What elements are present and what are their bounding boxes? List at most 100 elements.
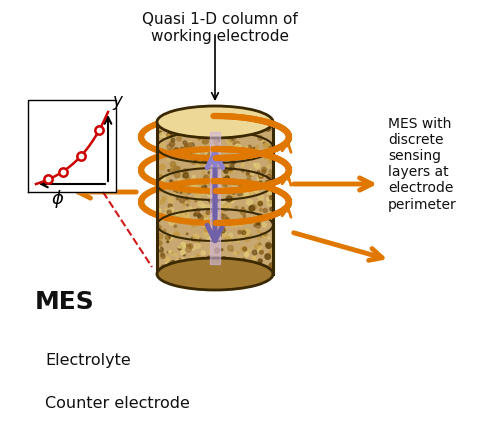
Circle shape	[221, 212, 223, 213]
Circle shape	[183, 141, 187, 144]
Circle shape	[269, 250, 273, 254]
Circle shape	[256, 185, 260, 189]
Circle shape	[180, 147, 184, 151]
Circle shape	[201, 204, 205, 208]
Circle shape	[134, 365, 149, 380]
Circle shape	[241, 169, 244, 172]
Circle shape	[174, 232, 180, 238]
Circle shape	[159, 133, 164, 137]
Circle shape	[211, 172, 215, 176]
Circle shape	[170, 260, 176, 267]
Circle shape	[182, 267, 187, 272]
Circle shape	[158, 247, 163, 252]
Circle shape	[208, 133, 211, 135]
Circle shape	[220, 234, 222, 236]
Circle shape	[234, 328, 242, 336]
Circle shape	[265, 154, 271, 159]
Circle shape	[253, 147, 254, 149]
Circle shape	[403, 257, 412, 265]
Circle shape	[178, 217, 180, 220]
Circle shape	[247, 182, 252, 188]
Circle shape	[143, 293, 162, 311]
Circle shape	[249, 190, 254, 194]
Circle shape	[266, 243, 271, 248]
Circle shape	[270, 207, 274, 211]
Circle shape	[231, 189, 236, 194]
Circle shape	[198, 128, 203, 133]
Circle shape	[188, 200, 190, 202]
Circle shape	[177, 130, 181, 135]
Circle shape	[212, 121, 217, 127]
Circle shape	[176, 186, 181, 191]
Circle shape	[184, 270, 189, 275]
Circle shape	[266, 174, 272, 179]
Polygon shape	[157, 122, 273, 274]
Circle shape	[262, 217, 263, 218]
Circle shape	[222, 233, 226, 237]
Circle shape	[166, 235, 170, 240]
Circle shape	[262, 140, 265, 143]
Circle shape	[207, 297, 223, 313]
Circle shape	[190, 143, 194, 147]
Circle shape	[219, 176, 221, 179]
Circle shape	[238, 230, 241, 234]
Circle shape	[84, 241, 96, 253]
Circle shape	[247, 200, 252, 206]
Circle shape	[197, 135, 202, 140]
Circle shape	[155, 349, 162, 356]
Circle shape	[210, 210, 213, 213]
Circle shape	[168, 174, 170, 177]
Circle shape	[192, 181, 195, 183]
Text: Quasi 1-D column of
working electrode: Quasi 1-D column of working electrode	[142, 12, 298, 44]
Circle shape	[182, 343, 186, 348]
Circle shape	[34, 357, 39, 362]
Circle shape	[183, 254, 185, 256]
Circle shape	[226, 182, 227, 184]
Circle shape	[255, 146, 259, 149]
Circle shape	[360, 246, 372, 257]
Circle shape	[256, 128, 258, 129]
Circle shape	[167, 251, 169, 253]
Circle shape	[241, 247, 247, 252]
Circle shape	[160, 338, 170, 348]
Circle shape	[213, 151, 217, 156]
Circle shape	[39, 240, 49, 250]
Circle shape	[242, 207, 244, 209]
Circle shape	[260, 243, 262, 245]
Circle shape	[241, 152, 246, 157]
Circle shape	[167, 241, 168, 243]
Circle shape	[386, 249, 396, 259]
Circle shape	[234, 148, 238, 152]
Circle shape	[226, 136, 228, 138]
Circle shape	[157, 181, 161, 185]
Circle shape	[246, 172, 252, 177]
Circle shape	[195, 240, 200, 244]
Circle shape	[189, 145, 191, 146]
Polygon shape	[0, 0, 157, 432]
Circle shape	[183, 147, 185, 149]
Circle shape	[189, 141, 192, 144]
Circle shape	[230, 259, 232, 261]
Circle shape	[269, 194, 271, 197]
Text: ϕ: ϕ	[51, 190, 63, 208]
Circle shape	[258, 223, 260, 226]
Circle shape	[258, 259, 262, 263]
Circle shape	[205, 221, 210, 226]
Circle shape	[225, 218, 229, 222]
Circle shape	[178, 246, 182, 250]
Circle shape	[174, 225, 177, 228]
Circle shape	[212, 232, 216, 236]
Circle shape	[235, 141, 240, 146]
Circle shape	[265, 270, 271, 275]
Circle shape	[215, 257, 220, 263]
Circle shape	[202, 185, 206, 190]
Circle shape	[179, 186, 182, 190]
Circle shape	[268, 237, 270, 239]
Circle shape	[349, 362, 357, 370]
Circle shape	[157, 234, 163, 239]
Circle shape	[215, 261, 220, 266]
Circle shape	[268, 188, 271, 191]
Circle shape	[237, 188, 239, 190]
Text: MES: MES	[35, 290, 95, 314]
Circle shape	[192, 127, 197, 133]
